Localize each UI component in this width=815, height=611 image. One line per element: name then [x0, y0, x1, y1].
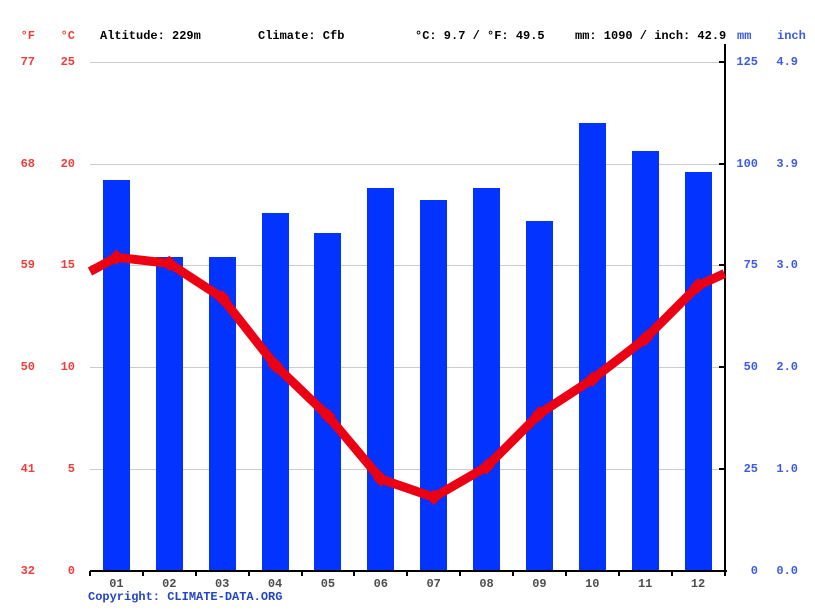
month-label: 01: [109, 577, 124, 591]
month-label: 08: [479, 577, 494, 591]
month-label: 10: [585, 577, 600, 591]
celsius-tick-label: 10: [60, 360, 75, 375]
precipitation-bar: [684, 171, 712, 571]
x-axis-tick: [723, 570, 726, 576]
fahrenheit-tick-label: 77: [20, 55, 35, 69]
month-label: 11: [637, 577, 653, 591]
x-axis-tick: [194, 570, 197, 576]
inch-tick-label: 3.0: [776, 258, 798, 273]
altitude-text: Altitude: 229m: [100, 29, 201, 43]
x-axis-tick: [141, 570, 144, 576]
precipitation-bar: [155, 257, 183, 571]
average-temperature-text: °C: 9.7 / °F: 49.5: [415, 29, 545, 43]
mm-axis-header: mm: [737, 29, 752, 43]
gridline: [90, 265, 725, 267]
fahrenheit-tick-label: 59: [20, 258, 35, 273]
inch-tick-label: 1.0: [776, 461, 798, 476]
month-label: 09: [532, 577, 547, 591]
precipitation-bar: [525, 220, 553, 571]
celsius-tick-label: 20: [60, 156, 75, 171]
inch-tick-label: 3.9: [776, 156, 798, 171]
inch-tick-label: 2.0: [776, 360, 798, 375]
celsius-tick-label: 15: [60, 258, 75, 273]
precipitation-bar: [261, 212, 289, 571]
right-axis-tick: [718, 162, 725, 165]
precipitation-bar: [631, 151, 659, 571]
mm-tick-label: 25: [743, 461, 758, 476]
month-label: 02: [162, 577, 177, 591]
inch-axis-header: inch: [777, 29, 806, 43]
month-label: 12: [690, 577, 706, 591]
celsius-tick-label: 0: [67, 563, 75, 578]
mm-tick-label: 50: [743, 360, 758, 375]
x-axis-tick: [353, 570, 356, 576]
inch-tick-label: 0.0: [776, 563, 798, 578]
celsius-tick-label: 25: [60, 55, 75, 69]
gridline: [90, 367, 725, 369]
mm-tick-label: 0: [750, 563, 758, 578]
precipitation-bar: [208, 257, 236, 571]
month-label: 05: [320, 577, 336, 591]
month-label: 07: [426, 577, 441, 591]
month-label: 06: [373, 577, 389, 591]
x-axis-tick: [89, 570, 91, 576]
celsius-tick-label: 5: [67, 461, 75, 476]
mm-tick-label: 125: [736, 55, 758, 69]
x-axis-tick: [300, 570, 303, 576]
x-axis-tick: [564, 570, 567, 576]
x-axis-tick: [247, 570, 250, 576]
fahrenheit-axis-header: °F: [20, 29, 35, 43]
fahrenheit-tick-label: 50: [20, 360, 35, 375]
fahrenheit-tick-label: 68: [20, 156, 35, 171]
copyright-link[interactable]: Copyright: CLIMATE-DATA.ORG: [88, 590, 283, 604]
right-axis-tick: [718, 61, 725, 63]
x-axis-tick: [459, 570, 462, 576]
precipitation-bar: [578, 123, 606, 571]
precipitation-bar: [314, 232, 342, 571]
x-axis-tick: [670, 570, 673, 576]
precipitation-bar: [420, 200, 448, 571]
month-label: 04: [267, 577, 283, 591]
gridline: [90, 468, 725, 470]
month-label: 03: [214, 577, 230, 591]
x-axis-line: [90, 570, 727, 572]
gridline: [90, 62, 725, 63]
x-axis-tick: [512, 570, 514, 576]
precipitation-bar: [473, 188, 501, 571]
precipitation-bar: [102, 179, 130, 571]
precipitation-bar: [367, 188, 395, 571]
mm-tick-label: 75: [743, 258, 758, 273]
climate-classification-text: Climate: Cfb: [258, 29, 345, 43]
gridline: [90, 163, 725, 165]
fahrenheit-tick-label: 41: [20, 461, 35, 476]
x-axis-tick: [406, 570, 409, 576]
x-axis-tick: [617, 570, 620, 576]
fahrenheit-tick-label: 32: [20, 563, 35, 578]
inch-tick-label: 4.9: [776, 55, 798, 69]
mm-tick-label: 100: [736, 156, 758, 171]
celsius-axis-header: °C: [60, 29, 75, 43]
right-y-axis-line: [723, 44, 726, 572]
total-precipitation-text: mm: 1090 / inch: 42.9: [575, 29, 727, 43]
